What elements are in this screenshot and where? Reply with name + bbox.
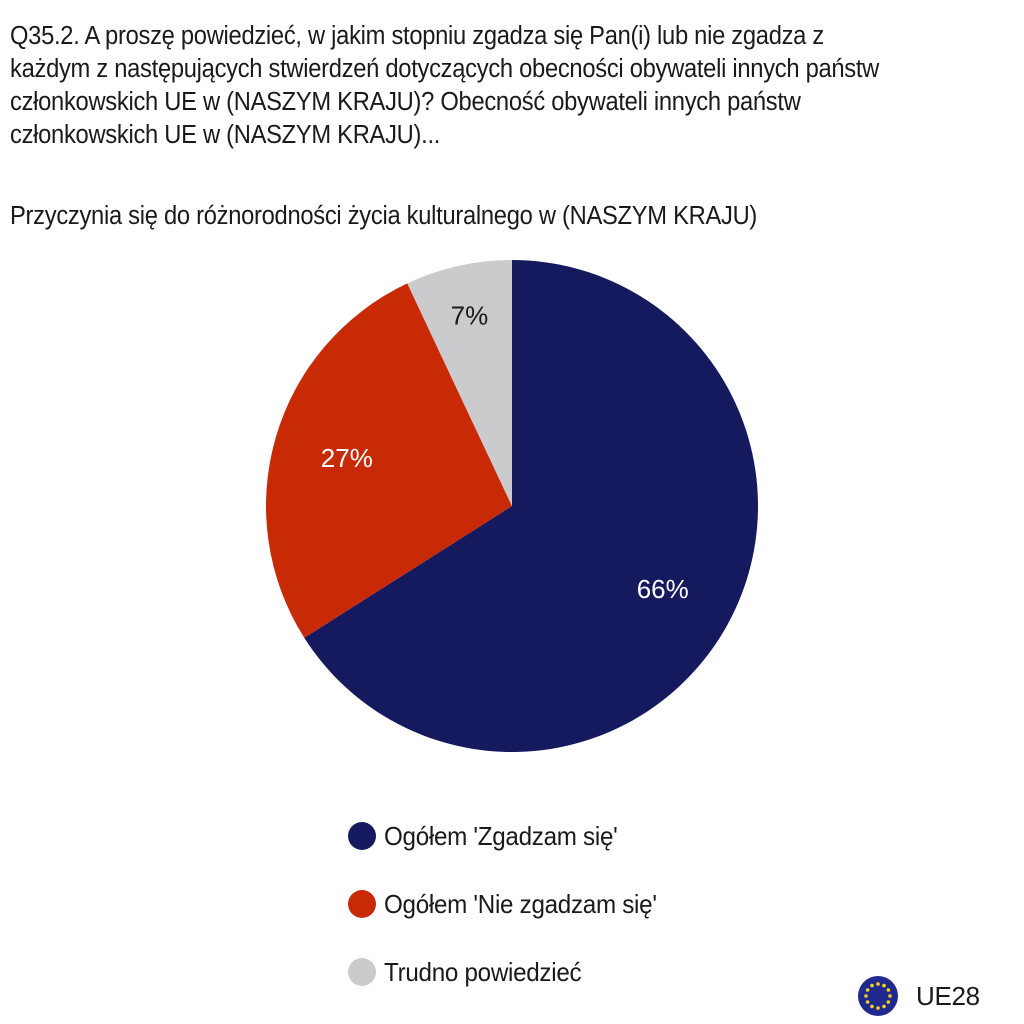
pie-data-label: 7% [451,301,489,331]
legend-label: Trudno powiedzieć [384,956,582,987]
pie-data-label: 66% [637,574,689,604]
question-line: każdym z następujących stwierdzeń dotycz… [10,55,880,83]
chart-subtitle: Przyczynia się do różnorodności życia ku… [10,202,758,230]
pie-slice [304,260,758,752]
legend-swatch [348,958,376,986]
pie-data-label: 27% [321,443,373,473]
pie-chart: 66% 27% 7% [265,260,758,752]
region-indicator: UE28 [858,976,980,1016]
question-line: członkowskich UE w (NASZYM KRAJU)? Obecn… [10,88,801,116]
legend-swatch [348,890,376,918]
region-label: UE28 [916,980,980,1011]
legend: Ogółem 'Zgadzam się' Ogółem 'Nie zgadzam… [348,802,677,1006]
legend-item: Ogółem 'Zgadzam się' [348,802,677,870]
pie-slice [407,260,512,506]
legend-label: Ogółem 'Nie zgadzam się' [384,888,657,919]
legend-label: Ogółem 'Zgadzam się' [384,820,618,851]
legend-item: Ogółem 'Nie zgadzam się' [348,870,677,938]
legend-swatch [348,822,376,850]
pie-slice [265,283,512,638]
question-line: Q35.2. A proszę powiedzieć, w jakim stop… [10,22,824,50]
question-text: Q35.2. A proszę powiedzieć, w jakim stop… [10,20,940,152]
eu-flag-icon [858,976,898,1016]
legend-item: Trudno powiedzieć [348,938,677,1006]
question-line: członkowskich UE w (NASZYM KRAJU)... [10,121,441,149]
